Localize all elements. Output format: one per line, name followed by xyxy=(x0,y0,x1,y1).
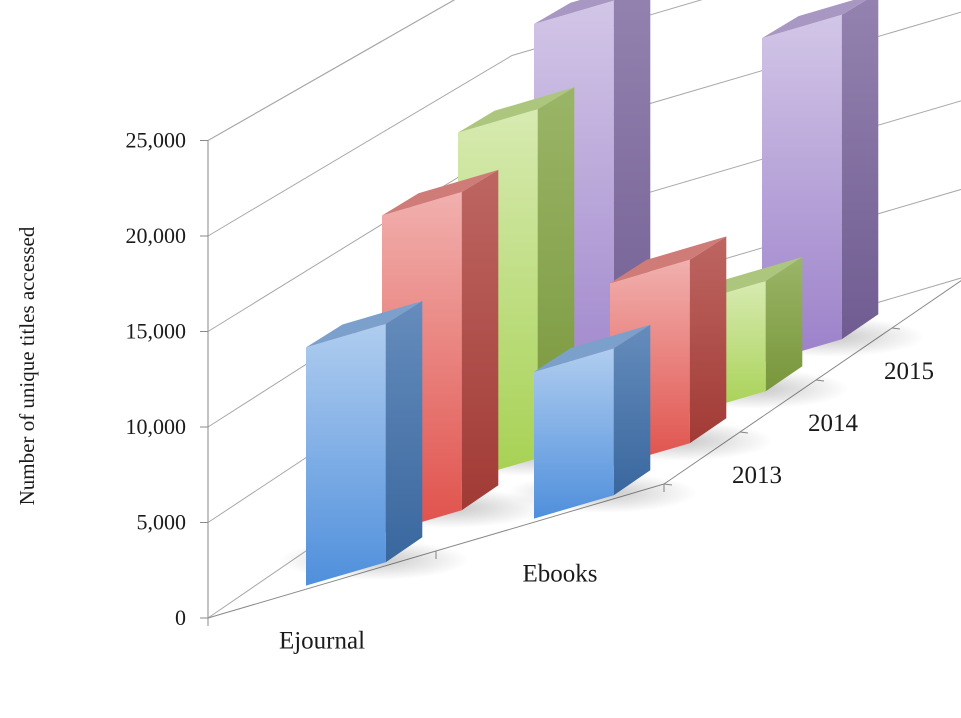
gridline-25000 xyxy=(207,0,456,141)
depth-series-label: 2014 xyxy=(808,410,859,437)
bar-front-face xyxy=(306,323,386,586)
y-tick-label: 25,000 xyxy=(126,128,187,153)
bar-top-face xyxy=(762,0,867,39)
bar-side-face xyxy=(613,324,651,496)
bar-front-face xyxy=(534,348,614,519)
x-category-label: Ebooks xyxy=(523,561,598,588)
y-tick-label: 20,000 xyxy=(126,223,187,248)
y-axis-title: Number of unique titles accessed xyxy=(15,226,39,505)
x-category-label: Ejournal xyxy=(279,628,365,655)
bar-top-face xyxy=(382,169,499,216)
depth-series-label: 2015 xyxy=(884,358,934,385)
gridline-20000 xyxy=(207,0,703,237)
bar-top-face xyxy=(534,324,651,372)
bar-ebooks-2013 xyxy=(507,324,698,519)
bar-side-face xyxy=(765,257,803,392)
y-tick-label: 15,000 xyxy=(126,319,187,344)
bar-side-face xyxy=(385,301,423,563)
bar-top-face xyxy=(458,87,575,133)
bar-side-face xyxy=(461,169,499,511)
bar-top-face xyxy=(534,0,615,24)
bar-side-face xyxy=(841,0,879,340)
depth-series-label: 2013 xyxy=(732,462,782,489)
bar-top-face xyxy=(610,236,727,284)
bar-ejournal-2013 xyxy=(279,301,470,586)
bars xyxy=(279,0,926,586)
y-tick-label: 0 xyxy=(175,605,186,630)
bar-top-face xyxy=(306,301,423,348)
axis-labels: 0 5,000 10,000 15,000 20,000 25,000 Ejournal Eb… xyxy=(15,128,961,655)
bar-side-face xyxy=(689,236,727,444)
y-tick-label: 5,000 xyxy=(137,510,187,535)
y-tick-label: 10,000 xyxy=(126,414,187,439)
